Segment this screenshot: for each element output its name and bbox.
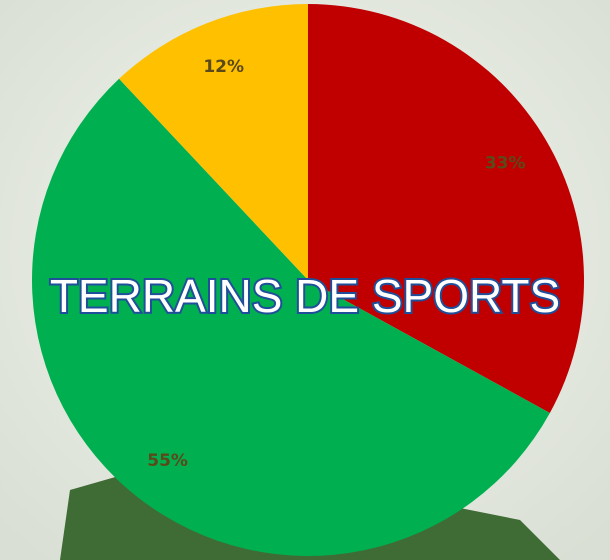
pie-slice xyxy=(119,4,308,280)
data-label: 33% xyxy=(485,153,526,173)
data-label: 12% xyxy=(203,57,244,77)
pie-slice xyxy=(308,4,585,413)
pie: 33% 55% 12% xyxy=(32,4,585,556)
data-label: 55% xyxy=(147,451,188,471)
chart-title: TERRAINS DE SPORTS xyxy=(50,270,560,322)
pie-slice xyxy=(32,78,550,556)
